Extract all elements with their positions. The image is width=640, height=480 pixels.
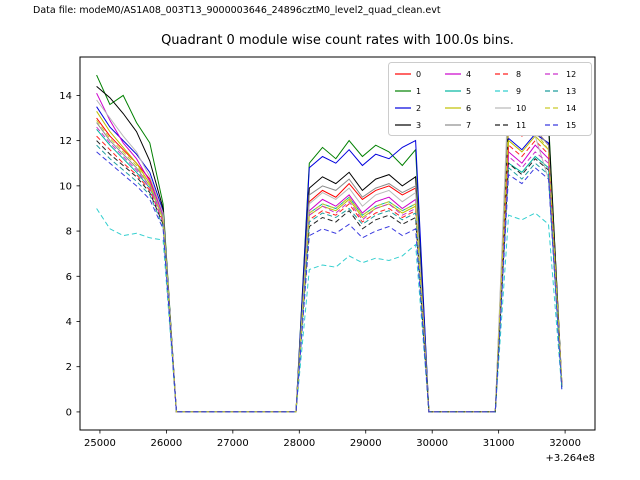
legend-label: 0 <box>416 70 421 79</box>
datafile-label: Data file: modeM0/AS1A08_003T13_90000036… <box>33 5 441 16</box>
y-tick-label: 8 <box>66 227 72 238</box>
legend-label: 14 <box>566 104 576 113</box>
y-tick-label: 12 <box>59 136 72 147</box>
legend-label: 11 <box>516 121 526 130</box>
y-tick-label: 6 <box>66 272 72 283</box>
legend-entry: 7 <box>445 121 471 130</box>
legend-entry: 3 <box>395 121 421 130</box>
legend-label: 3 <box>416 121 421 130</box>
y-tick-label: 0 <box>66 407 72 418</box>
x-tick-label: 27000 <box>217 438 249 449</box>
legend-label: 13 <box>566 87 576 96</box>
x-tick-label: 30000 <box>416 438 448 449</box>
x-tick-label: 26000 <box>150 438 182 449</box>
legend-entry: 10 <box>495 104 526 113</box>
x-tick-label: 32000 <box>549 438 581 449</box>
legend-entry: 14 <box>545 104 576 113</box>
x-tick-label: 25000 <box>84 438 116 449</box>
legend-box <box>388 62 592 136</box>
x-tick-label: 31000 <box>483 438 515 449</box>
legend-entry: 11 <box>495 121 526 130</box>
legend-label: 10 <box>516 104 526 113</box>
legend-label: 5 <box>466 87 471 96</box>
x-tick-label: 29000 <box>350 438 382 449</box>
y-tick-label: 4 <box>66 317 72 328</box>
legend-label: 12 <box>566 70 576 79</box>
legend-entry: 2 <box>395 104 421 113</box>
legend-label: 1 <box>416 87 421 96</box>
legend-label: 8 <box>516 70 521 79</box>
legend-label: 2 <box>416 104 421 113</box>
legend-entry: 1 <box>395 87 421 96</box>
series-line-11 <box>96 140 563 413</box>
y-tick-label: 14 <box>59 91 72 102</box>
legend-entry: 15 <box>545 121 576 130</box>
y-tick-label: 2 <box>66 362 72 373</box>
plot-border <box>79 56 596 431</box>
x-offset-label: +3.264e8 <box>545 453 595 464</box>
series-line-9 <box>96 208 563 413</box>
legend-entry: 13 <box>545 87 576 96</box>
y-tick-label: 10 <box>59 181 72 192</box>
legend-label: 4 <box>466 70 471 79</box>
legend-entry: 0 <box>395 70 421 79</box>
legend-entry: 12 <box>545 70 576 79</box>
chart-title: Quadrant 0 module wise count rates with … <box>161 33 514 48</box>
legend-entry: 6 <box>445 104 471 113</box>
x-tick-label: 28000 <box>283 438 315 449</box>
legend-entry: 4 <box>445 70 471 79</box>
series-line-14 <box>96 112 563 413</box>
legend-label: 6 <box>466 104 471 113</box>
legend-label: 9 <box>516 87 521 96</box>
legend-label: 15 <box>566 121 576 130</box>
legend-entry: 8 <box>495 70 521 79</box>
legend-entry: 9 <box>495 87 521 96</box>
legend-label: 7 <box>466 121 471 130</box>
series-line-15 <box>96 151 563 413</box>
legend-entry: 5 <box>445 87 471 96</box>
